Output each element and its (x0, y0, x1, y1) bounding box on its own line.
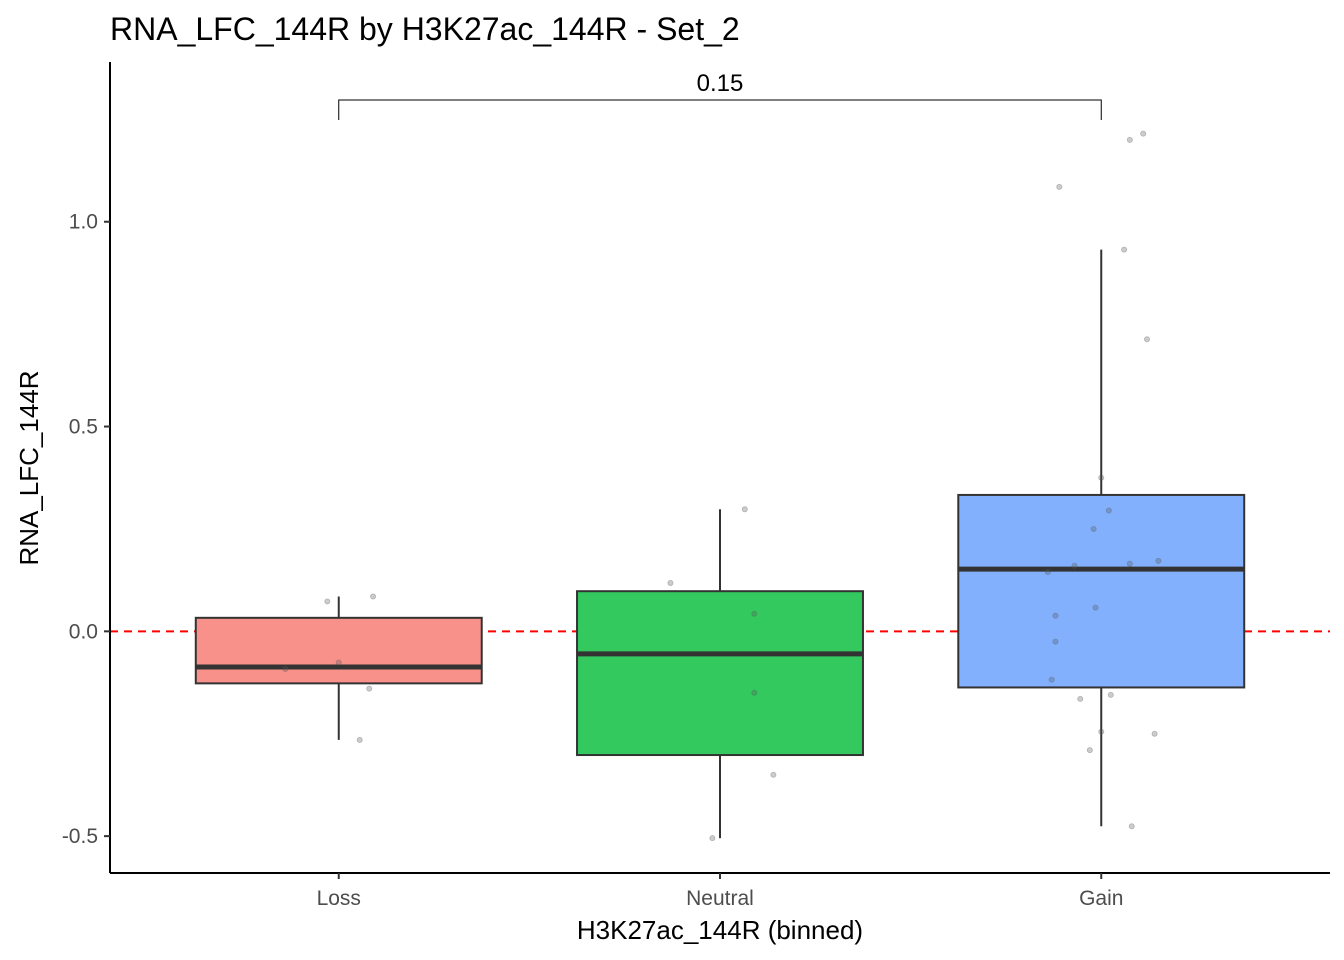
x-axis-title: H3K27ac_144R (binned) (577, 915, 863, 945)
data-point-loss-1 (370, 593, 377, 600)
significance-bracket: 0.15 (338, 70, 1102, 120)
data-point-gain-24 (1092, 604, 1099, 611)
data-point-gain-14 (1056, 183, 1063, 190)
data-point-gain-21 (1126, 560, 1133, 567)
data-point-gain-28 (1107, 691, 1114, 698)
points-layer (282, 130, 1162, 842)
x-tick-label: Gain (1079, 887, 1123, 910)
box-gain (957, 493, 1246, 689)
data-point-gain-15 (1121, 246, 1128, 253)
data-point-neutral-9 (751, 689, 758, 696)
boxes-layer (194, 249, 1246, 839)
data-point-neutral-10 (770, 771, 777, 778)
data-point-neutral-11 (709, 835, 716, 842)
y-tick-label: 0.0 (69, 620, 98, 643)
data-point-neutral-7 (741, 506, 748, 513)
data-point-loss-5 (356, 736, 363, 743)
data-point-loss-3 (335, 659, 342, 666)
data-point-neutral-8 (751, 610, 758, 617)
data-point-gain-25 (1052, 612, 1059, 619)
data-point-gain-19 (1090, 525, 1097, 532)
data-point-gain-27 (1048, 676, 1055, 683)
data-point-gain-31 (1151, 730, 1158, 737)
box-loss (194, 616, 483, 685)
data-point-gain-30 (1098, 728, 1105, 735)
data-point-gain-26 (1052, 638, 1059, 645)
data-point-neutral-6 (667, 580, 674, 587)
data-point-gain-12 (1140, 130, 1147, 137)
data-point-gain-23 (1044, 568, 1051, 575)
axes-layer: -0.5 0.0 0.5 1.0 Loss Neutral Gain (62, 62, 1330, 910)
data-point-gain-16 (1144, 336, 1151, 343)
comparison-bracket (338, 99, 1102, 120)
data-point-gain-18 (1105, 507, 1112, 514)
y-axis-title: RNA_LFC_144R (14, 370, 44, 565)
box-neutral (576, 590, 864, 757)
x-tick-label: Neutral (686, 887, 754, 910)
data-point-gain-32 (1086, 747, 1093, 754)
data-point-gain-20 (1155, 557, 1162, 564)
chart-title: RNA_LFC_144R by H3K27ac_144R - Set_2 (110, 11, 740, 47)
data-point-loss-4 (366, 685, 373, 692)
data-point-loss-2 (282, 666, 289, 673)
data-point-gain-22 (1071, 562, 1078, 569)
data-point-gain-17 (1098, 474, 1105, 481)
data-point-gain-13 (1126, 136, 1133, 143)
data-point-loss-0 (324, 598, 331, 605)
y-tick-label: -0.5 (62, 825, 98, 848)
x-tick-label: Loss (317, 887, 361, 910)
data-point-gain-33 (1128, 823, 1135, 830)
data-point-gain-29 (1077, 695, 1084, 702)
p-value-label: 0.15 (697, 70, 744, 97)
y-tick-label: 0.5 (69, 416, 98, 439)
y-tick-label: 1.0 (69, 211, 98, 234)
